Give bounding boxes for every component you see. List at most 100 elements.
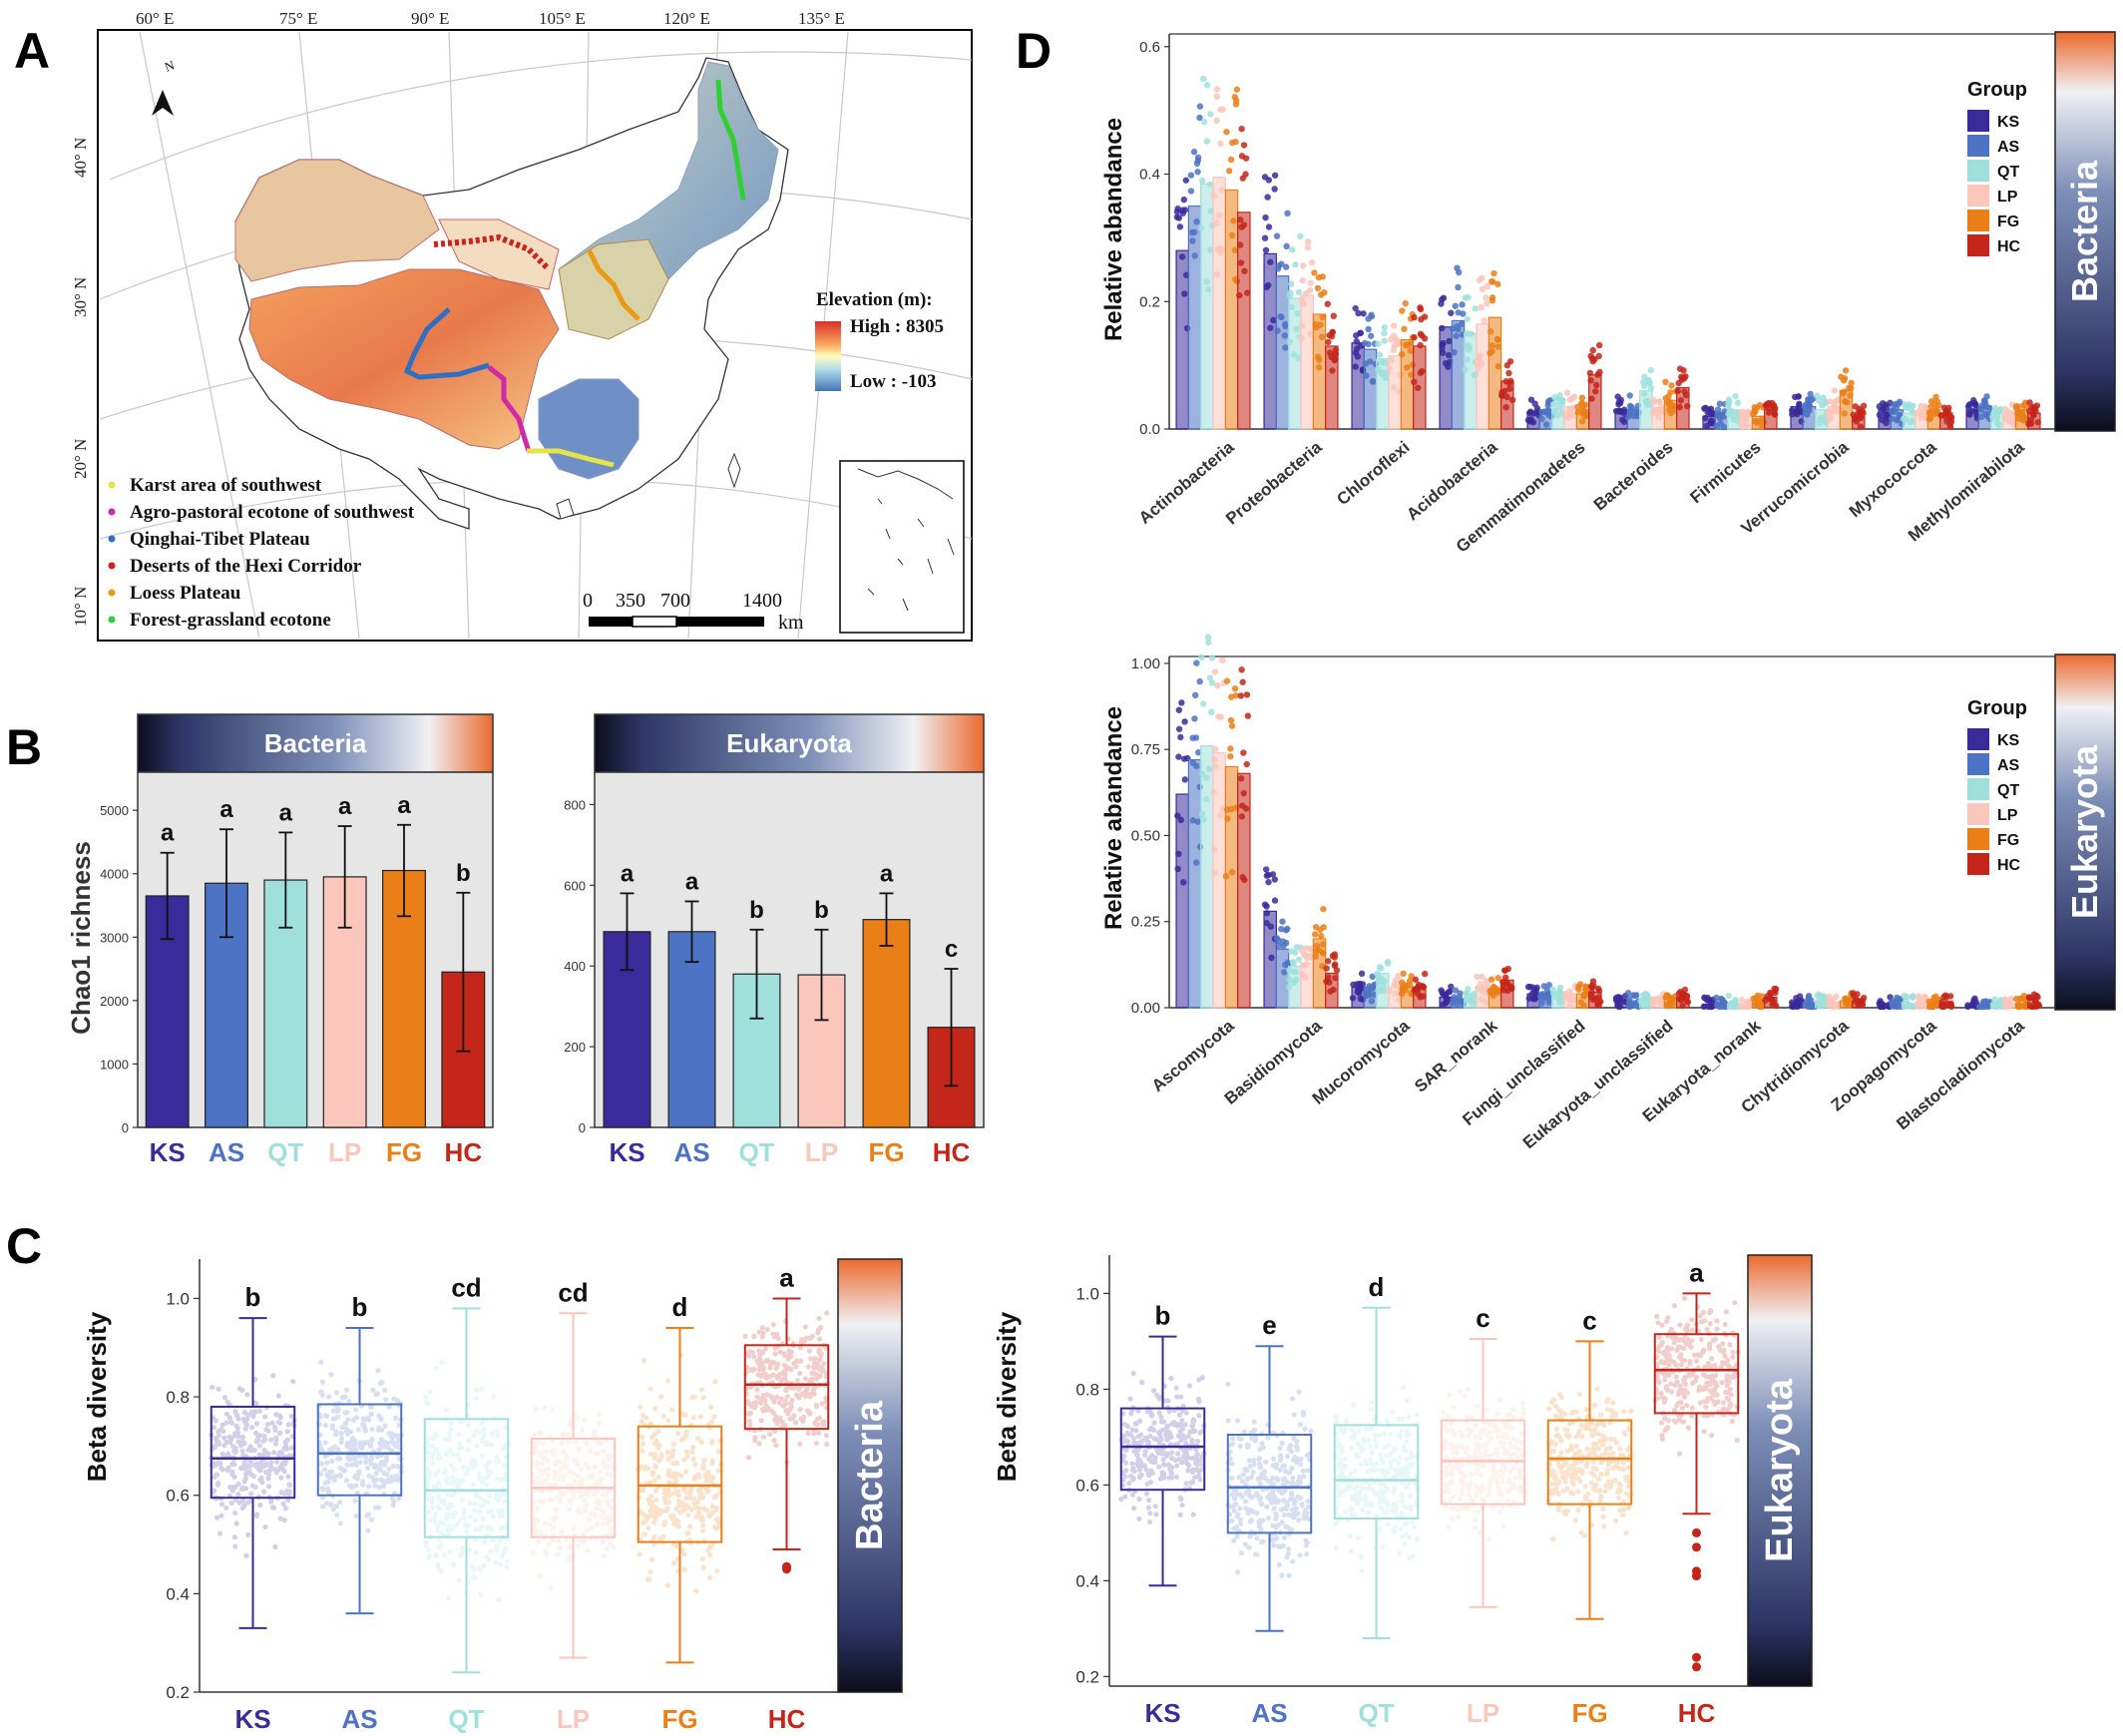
jitter-point xyxy=(1659,1436,1666,1443)
jitter-point xyxy=(1753,404,1761,411)
jitter-point xyxy=(361,1440,367,1446)
jitter-point xyxy=(818,1351,824,1357)
jitter-point xyxy=(1518,1453,1524,1459)
jitter-point xyxy=(1368,1444,1374,1450)
panel-d: D Relative abandance Relative abandance … xyxy=(1016,23,2116,1152)
jitter-point xyxy=(364,1416,370,1422)
jitter-point xyxy=(1146,1497,1152,1504)
jitter-point xyxy=(1280,1498,1287,1504)
jitter-point xyxy=(1487,1479,1493,1486)
jitter-point xyxy=(1563,389,1571,396)
jitter-point xyxy=(763,1402,769,1409)
jitter-point xyxy=(1301,1412,1307,1418)
jitter-point xyxy=(1229,1476,1235,1482)
jitter-point xyxy=(1659,1339,1666,1346)
jitter-point xyxy=(377,1380,384,1387)
jitter-point xyxy=(359,1445,365,1451)
jitter-point xyxy=(212,1444,218,1451)
jitter-point xyxy=(1509,1436,1515,1442)
jitter-point xyxy=(1707,1309,1714,1315)
jitter-point xyxy=(1378,358,1385,366)
jitter-point xyxy=(262,1437,268,1443)
jitter-point xyxy=(641,1531,647,1537)
jitter-point xyxy=(802,1376,809,1382)
lat-label: 30° N xyxy=(71,277,90,317)
jitter-point xyxy=(1257,1518,1263,1523)
jitter-point xyxy=(373,1392,379,1398)
jitter-point xyxy=(265,1428,271,1434)
jitter-point xyxy=(1650,396,1657,403)
transect-forest-grassland xyxy=(715,79,746,201)
jitter-point xyxy=(343,1387,350,1393)
jitter-point xyxy=(700,1395,706,1401)
jitter-point xyxy=(223,1420,229,1426)
jitter-point xyxy=(1198,177,1206,185)
y-tick-label: 0.6 xyxy=(166,1487,190,1506)
jitter-point xyxy=(436,1480,442,1487)
jitter-point xyxy=(1151,1388,1157,1394)
jitter-point xyxy=(1610,1409,1616,1416)
jitter-point xyxy=(274,1459,280,1466)
jitter-point xyxy=(1278,313,1285,321)
jitter-point xyxy=(227,1438,233,1444)
jitter-point xyxy=(1499,1479,1506,1485)
jitter-point xyxy=(352,1446,358,1452)
y-tick-label: 0.25 xyxy=(1131,914,1160,931)
jitter-point xyxy=(494,1459,500,1465)
jitter-point xyxy=(777,1371,783,1377)
jitter-point xyxy=(361,1425,368,1432)
jitter-point xyxy=(773,1443,779,1449)
jitter-point xyxy=(553,1481,559,1488)
jitter-point xyxy=(352,1438,358,1445)
jitter-point xyxy=(697,1495,703,1501)
jitter-point xyxy=(1563,1427,1570,1433)
jitter-point xyxy=(1495,1434,1501,1440)
jitter-point xyxy=(1907,419,1913,426)
jitter-point xyxy=(353,1462,360,1468)
jitter-point xyxy=(751,1354,757,1360)
jitter-point xyxy=(255,1466,261,1473)
jitter-point xyxy=(1369,1450,1375,1456)
jitter-point xyxy=(1771,411,1779,418)
jitter-point xyxy=(1231,1508,1237,1514)
jitter-point xyxy=(1890,402,1898,409)
jitter-point xyxy=(1611,1478,1617,1484)
jitter-point xyxy=(255,1433,261,1439)
jitter-point xyxy=(1590,1459,1596,1465)
jitter-point xyxy=(1168,1475,1175,1481)
jitter-point xyxy=(250,1413,256,1420)
jitter-point xyxy=(1794,407,1801,415)
jitter-point xyxy=(452,1478,458,1484)
jitter-point xyxy=(670,1441,677,1447)
jitter-point xyxy=(1404,1397,1410,1404)
jitter-point xyxy=(376,1466,382,1472)
jitter-point xyxy=(1130,1477,1136,1483)
jitter-point xyxy=(592,1492,598,1498)
jitter-point xyxy=(362,1428,368,1434)
jitter-point xyxy=(489,1525,495,1532)
jitter-point xyxy=(353,1415,360,1421)
jitter-point xyxy=(1469,1472,1475,1478)
jitter-point xyxy=(1460,310,1467,317)
jitter-point xyxy=(554,1459,560,1465)
jitter-point xyxy=(1304,1551,1310,1557)
jitter-point xyxy=(1591,355,1598,363)
jitter-point xyxy=(1473,1423,1479,1429)
jitter-point xyxy=(1913,410,1920,417)
jitter-point xyxy=(368,1404,375,1410)
jitter-point xyxy=(1289,1396,1296,1402)
jitter-point xyxy=(1213,270,1221,278)
jitter-point xyxy=(1623,1529,1629,1536)
jitter-point xyxy=(645,1524,651,1531)
jitter-point xyxy=(1279,1519,1285,1525)
jitter-point xyxy=(1293,1512,1299,1518)
jitter-point xyxy=(1404,1457,1410,1463)
significance-letter: c xyxy=(1582,1305,1596,1335)
jitter-point xyxy=(1358,1553,1364,1559)
jitter-point xyxy=(253,1439,259,1445)
jitter-point xyxy=(2018,408,2026,415)
jitter-point xyxy=(665,1455,671,1461)
jitter-point xyxy=(1832,399,1840,406)
jitter-point xyxy=(1589,346,1596,354)
jitter-point xyxy=(252,1409,258,1415)
